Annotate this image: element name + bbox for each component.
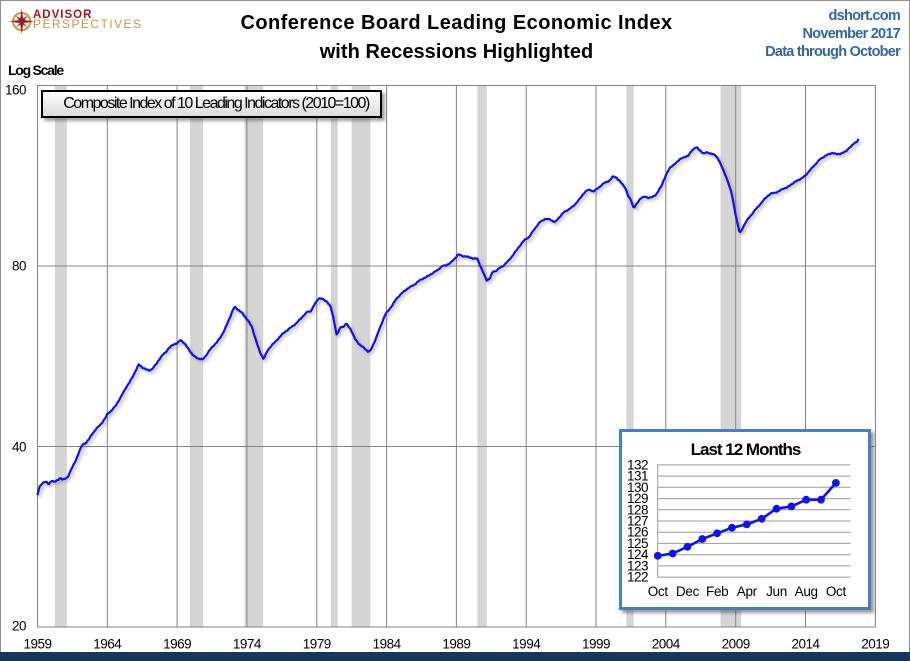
svg-text:2004: 2004 bbox=[652, 637, 681, 652]
svg-text:1959: 1959 bbox=[23, 637, 51, 652]
svg-text:1994: 1994 bbox=[512, 637, 541, 652]
svg-text:1964: 1964 bbox=[93, 637, 122, 652]
svg-text:20: 20 bbox=[12, 619, 26, 634]
svg-text:1989: 1989 bbox=[442, 637, 470, 652]
svg-text:40: 40 bbox=[12, 440, 26, 455]
svg-text:1974: 1974 bbox=[233, 637, 262, 652]
svg-text:1969: 1969 bbox=[163, 637, 191, 652]
svg-text:1979: 1979 bbox=[303, 637, 331, 652]
svg-text:160: 160 bbox=[5, 83, 26, 98]
svg-text:2009: 2009 bbox=[722, 637, 750, 652]
svg-text:80: 80 bbox=[12, 259, 26, 274]
svg-text:2014: 2014 bbox=[791, 637, 820, 652]
svg-text:2019: 2019 bbox=[861, 637, 889, 652]
svg-text:1984: 1984 bbox=[373, 637, 402, 652]
svg-text:1999: 1999 bbox=[582, 637, 610, 652]
